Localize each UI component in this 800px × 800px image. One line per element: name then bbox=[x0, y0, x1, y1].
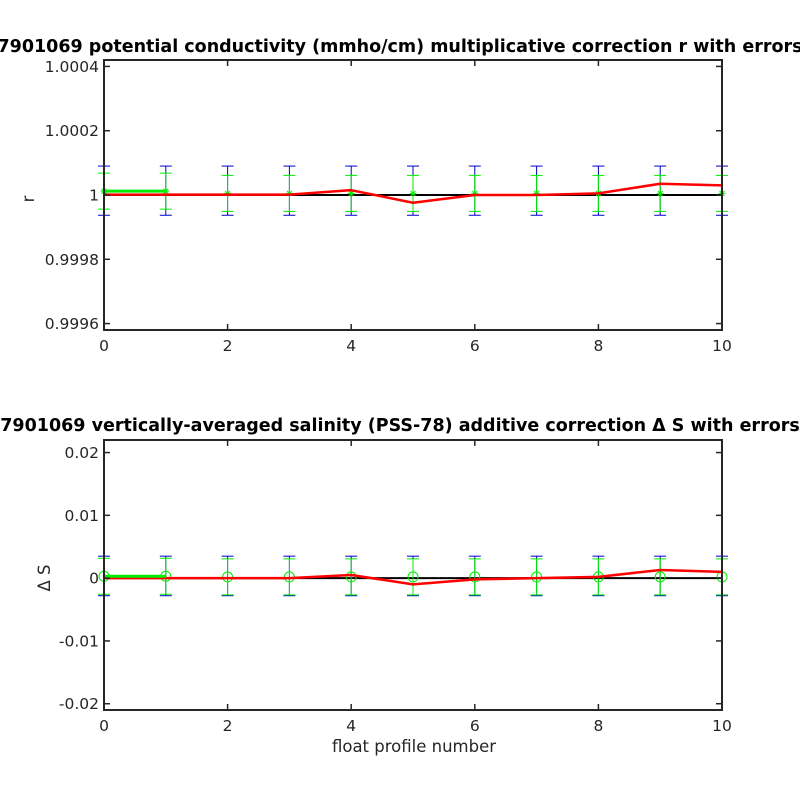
y-axis-label: Δ S bbox=[35, 564, 54, 591]
error-bar bbox=[654, 555, 667, 597]
correction-line bbox=[104, 182, 723, 204]
data-point bbox=[347, 189, 355, 197]
data-point bbox=[471, 189, 479, 197]
data-point bbox=[285, 189, 293, 197]
axes-frame bbox=[103, 439, 723, 711]
x-tick-label: 0 bbox=[99, 337, 109, 355]
data-point bbox=[222, 571, 234, 583]
y-tick-label: 0.9998 bbox=[45, 251, 99, 269]
conductivity-correction-chart: 7901069 potential conductivity (mmho/cm)… bbox=[0, 37, 800, 355]
error-bar bbox=[221, 165, 234, 216]
error-bar bbox=[654, 165, 667, 216]
x-tick-label: 8 bbox=[593, 717, 603, 735]
error-bar bbox=[221, 555, 234, 597]
data-point bbox=[654, 571, 666, 583]
x-tick-label: 2 bbox=[223, 337, 233, 355]
data-point bbox=[533, 189, 541, 197]
data-point bbox=[409, 189, 417, 197]
data-point bbox=[656, 189, 664, 197]
y-tick-label: -0.01 bbox=[59, 632, 99, 650]
error-bar bbox=[283, 555, 296, 597]
x-tick-label: 6 bbox=[470, 717, 480, 735]
x-tick-label: 10 bbox=[712, 717, 732, 735]
data-point bbox=[469, 571, 481, 583]
error-bar bbox=[407, 165, 419, 216]
error-bar bbox=[407, 555, 419, 597]
error-bar bbox=[468, 165, 481, 216]
y-tick-label: 1.0004 bbox=[45, 58, 99, 76]
chart-title: 7901069 vertically-averaged salinity (PS… bbox=[0, 416, 800, 436]
x-tick-label: 8 bbox=[593, 337, 603, 355]
y-axis-label: r bbox=[19, 195, 38, 202]
x-axis-label: float profile number bbox=[332, 737, 496, 756]
correction-line bbox=[104, 568, 723, 586]
data-point bbox=[224, 189, 232, 197]
chart-title: 7901069 potential conductivity (mmho/cm)… bbox=[0, 37, 800, 57]
error-bar bbox=[283, 165, 296, 216]
x-tick-label: 4 bbox=[346, 717, 356, 735]
y-tick-label: 1.0002 bbox=[45, 122, 99, 140]
x-tick-label: 4 bbox=[346, 337, 356, 355]
y-tick-label: -0.02 bbox=[59, 695, 99, 713]
error-bar bbox=[468, 555, 481, 597]
y-tick-label: 0.01 bbox=[64, 507, 99, 525]
plot-area bbox=[98, 165, 728, 216]
salinity-correction-chart: 7901069 vertically-averaged salinity (PS… bbox=[0, 416, 800, 756]
error-bar bbox=[530, 165, 543, 216]
y-tick-label: 1 bbox=[89, 187, 99, 205]
x-tick-label: 10 bbox=[712, 337, 732, 355]
plot-area bbox=[98, 555, 728, 597]
data-point bbox=[407, 571, 419, 583]
x-tick-label: 6 bbox=[470, 337, 480, 355]
x-tick-label: 0 bbox=[99, 717, 109, 735]
x-tick-label: 2 bbox=[223, 717, 233, 735]
y-tick-label: 0.9996 bbox=[45, 315, 99, 333]
y-tick-label: 0 bbox=[89, 570, 99, 588]
y-tick-label: 0.02 bbox=[64, 444, 99, 462]
